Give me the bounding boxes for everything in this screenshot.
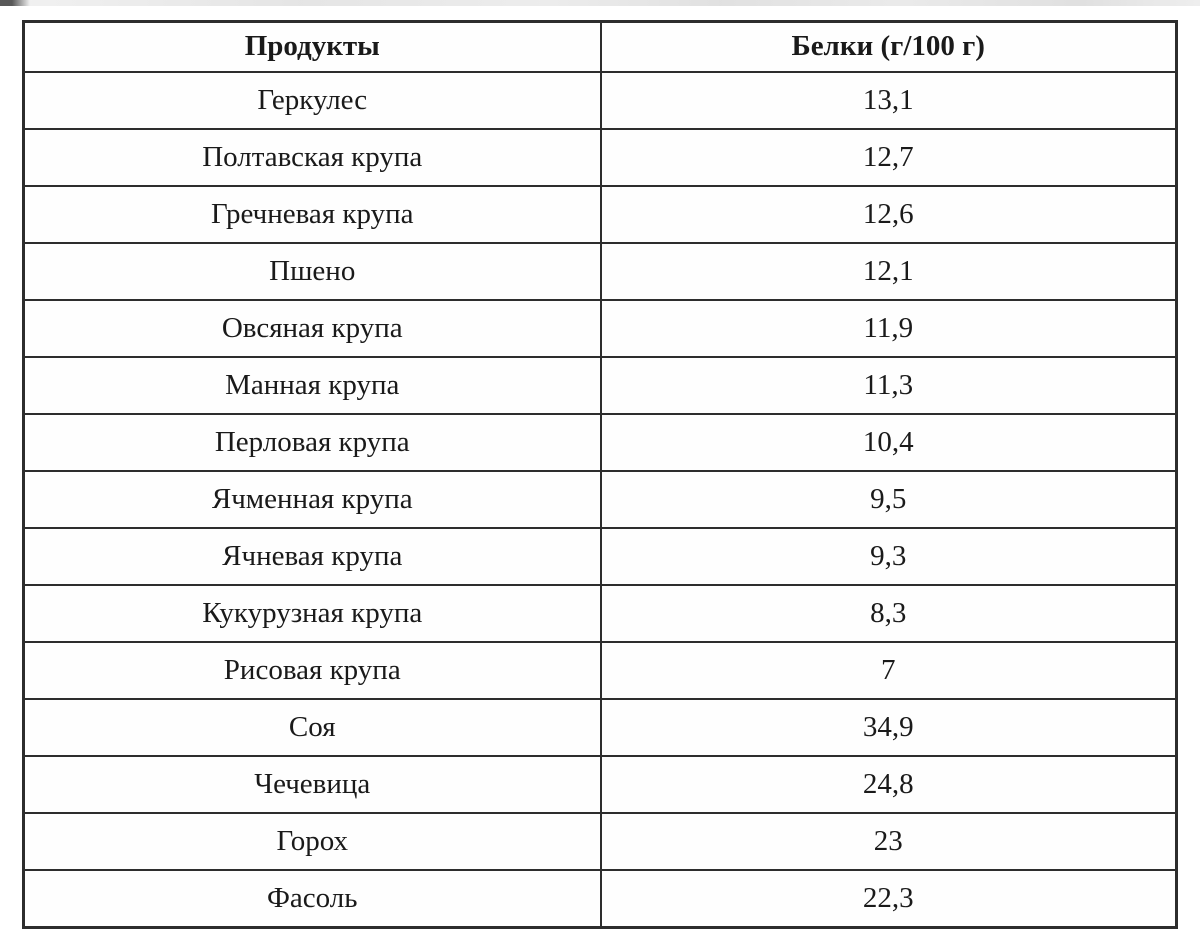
protein-value-cell: 11,9 [599, 299, 1178, 358]
product-cell: Гречневая крупа [22, 185, 602, 244]
header-row: Продукты Белки (г/100 г) [22, 20, 1178, 73]
product-cell: Перловая крупа [22, 413, 602, 472]
product-cell: Чечевица [22, 755, 602, 814]
product-cell: Пшено [22, 242, 602, 301]
table-row: Ячменная крупа 9,5 [22, 470, 1178, 529]
protein-content-table: Продукты Белки (г/100 г) Геркулес 13,1 П… [22, 20, 1178, 929]
table-row: Перловая крупа 10,4 [22, 413, 1178, 472]
product-cell: Геркулес [22, 71, 602, 130]
table-row: Фасоль 22,3 [22, 869, 1178, 929]
protein-value-cell: 23 [599, 812, 1178, 871]
table-row: Овсяная крупа 11,9 [22, 299, 1178, 358]
column-header-products: Продукты [22, 20, 602, 73]
protein-value-cell: 22,3 [599, 869, 1178, 929]
table-row: Рисовая крупа 7 [22, 641, 1178, 700]
protein-value-cell: 10,4 [599, 413, 1178, 472]
table-row: Горох 23 [22, 812, 1178, 871]
column-header-protein: Белки (г/100 г) [599, 20, 1178, 73]
product-cell: Соя [22, 698, 602, 757]
protein-value-cell: 13,1 [599, 71, 1178, 130]
table-row: Геркулес 13,1 [22, 71, 1178, 130]
protein-value-cell: 12,7 [599, 128, 1178, 187]
protein-value-cell: 34,9 [599, 698, 1178, 757]
product-cell: Рисовая крупа [22, 641, 602, 700]
table-row: Чечевица 24,8 [22, 755, 1178, 814]
table-row: Ячневая крупа 9,3 [22, 527, 1178, 586]
table-row: Кукурузная крупа 8,3 [22, 584, 1178, 643]
protein-value-cell: 24,8 [599, 755, 1178, 814]
table-row: Гречневая крупа 12,6 [22, 185, 1178, 244]
product-cell: Ячменная крупа [22, 470, 602, 529]
product-cell: Овсяная крупа [22, 299, 602, 358]
product-cell: Ячневая крупа [22, 527, 602, 586]
protein-value-cell: 12,1 [599, 242, 1178, 301]
table-row: Соя 34,9 [22, 698, 1178, 757]
protein-value-cell: 8,3 [599, 584, 1178, 643]
product-cell: Фасоль [22, 869, 602, 929]
protein-value-cell: 12,6 [599, 185, 1178, 244]
table-row: Пшено 12,1 [22, 242, 1178, 301]
protein-value-cell: 7 [599, 641, 1178, 700]
product-cell: Кукурузная крупа [22, 584, 602, 643]
protein-value-cell: 9,3 [599, 527, 1178, 586]
product-cell: Полтавская крупа [22, 128, 602, 187]
cropped-edge-artifact [0, 0, 1200, 6]
table-row: Манная крупа 11,3 [22, 356, 1178, 415]
protein-value-cell: 11,3 [599, 356, 1178, 415]
protein-value-cell: 9,5 [599, 470, 1178, 529]
table-row: Полтавская крупа 12,7 [22, 128, 1178, 187]
product-cell: Горох [22, 812, 602, 871]
product-cell: Манная крупа [22, 356, 602, 415]
